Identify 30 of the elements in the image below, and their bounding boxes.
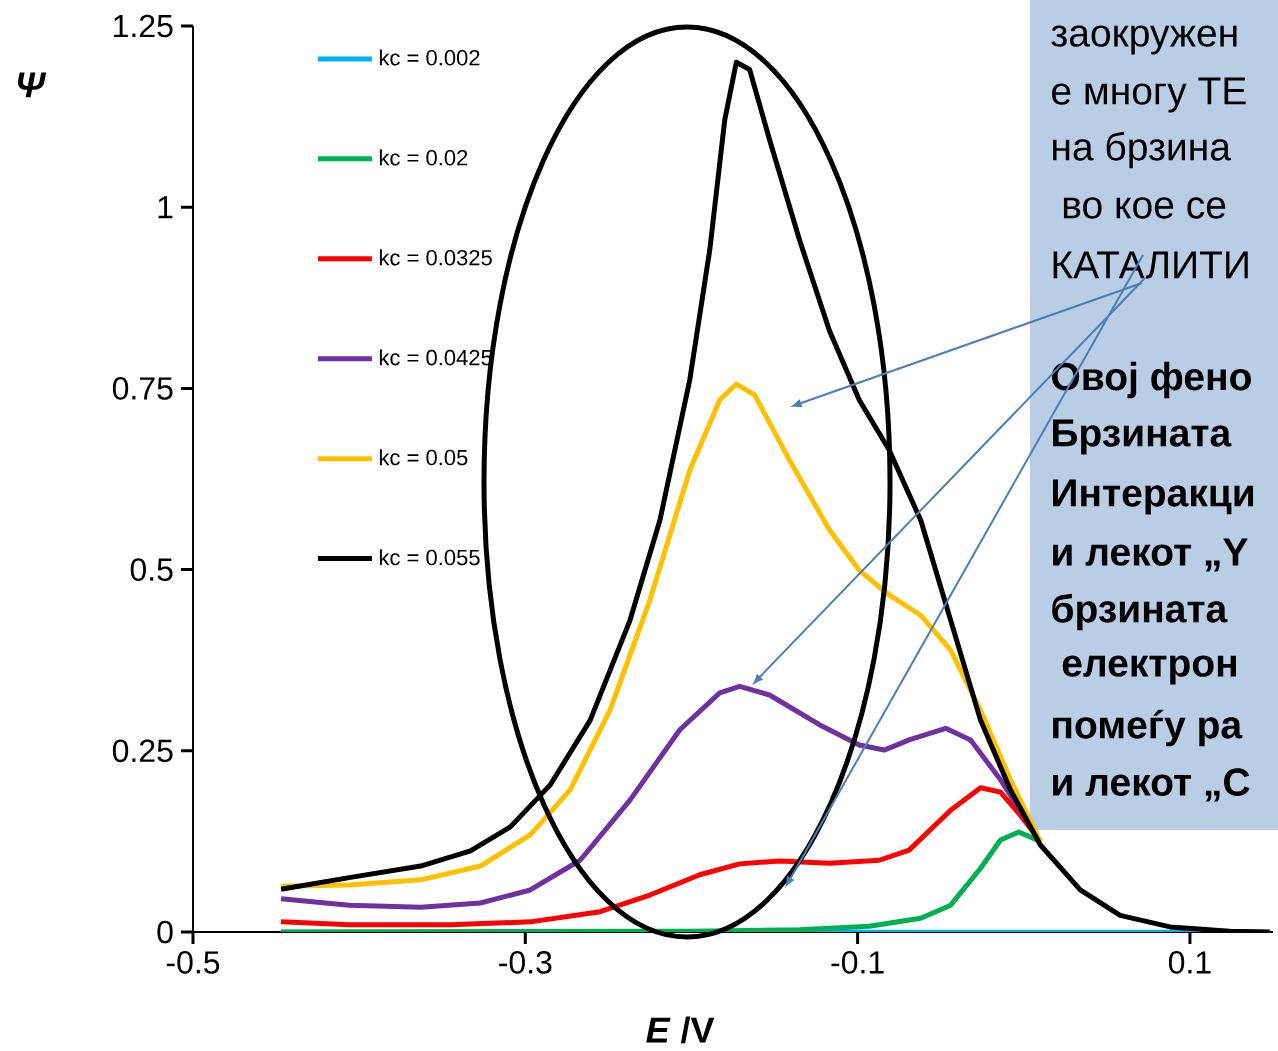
annotation: на брзина [1053, 131, 1231, 169]
y-axis-title: Ψ [17, 72, 47, 98]
legend-label: kc = 0.0325 [379, 249, 492, 266]
annotation: во кое се [1063, 197, 1226, 219]
x-tick-label: -0.3 [499, 951, 552, 974]
annotation: и лекот „С [1053, 768, 1250, 802]
legend-label: kc = 0.055 [379, 549, 480, 566]
annotation: и лекот „Y [1053, 538, 1248, 572]
annotation: помеѓу ра [1053, 709, 1243, 747]
annotation: заокружен [1051, 25, 1237, 55]
y-tick-label: 0 [157, 920, 173, 944]
y-tick-label: 1.25 [114, 14, 173, 38]
x-tick-label: 0.1 [1168, 951, 1211, 974]
annotation: Интеракци [1053, 479, 1254, 515]
annotation: Овој фено [1052, 361, 1251, 399]
y-tick-label: 0.25 [112, 739, 173, 763]
x-axis-title: E /V [646, 1016, 715, 1044]
annotation: КАТАЛИТИ [1053, 251, 1248, 279]
y-tick-label: 0.75 [112, 377, 173, 400]
annotation: електрон [1062, 655, 1236, 685]
y-tick-label: 1 [158, 196, 173, 219]
legend-label: kc = 0.02 [379, 149, 468, 166]
y-tick-label: 0.5 [130, 558, 173, 581]
legend-label: kc = 0.05 [379, 449, 468, 466]
annotation: е многу ТЕ [1052, 77, 1246, 113]
annotation: Брзината [1053, 419, 1232, 455]
x-tick-label: -0.1 [831, 951, 884, 974]
x-tick-label: -0.5 [166, 951, 220, 974]
legend-label: kc = 0.002 [379, 49, 480, 66]
annotation: брзината [1052, 593, 1228, 631]
